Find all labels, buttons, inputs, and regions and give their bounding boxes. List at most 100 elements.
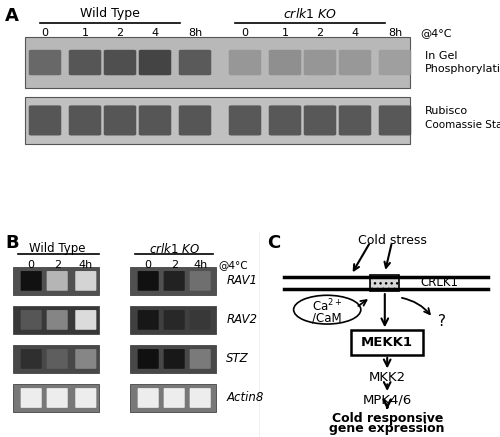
FancyBboxPatch shape <box>139 105 171 135</box>
Text: MKK2: MKK2 <box>368 371 406 384</box>
Text: Wild Type: Wild Type <box>80 7 140 20</box>
FancyBboxPatch shape <box>20 271 42 291</box>
Text: /CaM: /CaM <box>312 312 342 324</box>
FancyBboxPatch shape <box>138 349 158 369</box>
FancyBboxPatch shape <box>269 105 301 135</box>
Text: B: B <box>5 234 19 252</box>
Text: 2: 2 <box>116 28 123 38</box>
FancyBboxPatch shape <box>229 105 261 135</box>
FancyBboxPatch shape <box>20 349 42 369</box>
Text: A: A <box>5 7 19 25</box>
FancyBboxPatch shape <box>69 50 101 75</box>
Bar <box>25 97 410 144</box>
Text: In Gel: In Gel <box>425 51 458 61</box>
FancyBboxPatch shape <box>104 105 136 135</box>
FancyBboxPatch shape <box>164 349 184 369</box>
Text: 4h: 4h <box>193 260 208 271</box>
Text: $\it{crlk1}$ $\it{KO}$: $\it{crlk1}$ $\it{KO}$ <box>283 7 337 21</box>
Text: 0: 0 <box>42 28 48 38</box>
Bar <box>130 305 216 334</box>
Text: 4h: 4h <box>78 260 93 271</box>
Text: STZ: STZ <box>226 353 249 365</box>
FancyBboxPatch shape <box>138 271 158 291</box>
FancyBboxPatch shape <box>104 50 136 75</box>
FancyBboxPatch shape <box>69 105 101 135</box>
Text: Rubisco: Rubisco <box>425 106 468 116</box>
Text: 4: 4 <box>352 28 358 38</box>
FancyBboxPatch shape <box>46 271 68 291</box>
FancyBboxPatch shape <box>190 349 210 369</box>
FancyBboxPatch shape <box>20 310 42 330</box>
Text: Wild Type: Wild Type <box>29 242 86 255</box>
FancyBboxPatch shape <box>138 388 158 408</box>
Bar <box>130 344 216 373</box>
FancyBboxPatch shape <box>76 310 96 330</box>
Text: Cold stress: Cold stress <box>358 234 426 246</box>
Text: 1: 1 <box>282 28 288 38</box>
FancyBboxPatch shape <box>339 50 371 75</box>
Text: CRLK1: CRLK1 <box>421 277 459 289</box>
Bar <box>351 330 423 355</box>
Text: $\it{crlk1}$ $\it{KO}$: $\it{crlk1}$ $\it{KO}$ <box>148 242 200 256</box>
Text: C: C <box>267 234 280 252</box>
FancyBboxPatch shape <box>179 50 211 75</box>
Text: 2: 2 <box>316 28 324 38</box>
Text: @4°C: @4°C <box>218 260 248 271</box>
Text: MEKK1: MEKK1 <box>361 336 413 349</box>
FancyBboxPatch shape <box>76 388 96 408</box>
FancyBboxPatch shape <box>164 271 184 291</box>
Text: 2: 2 <box>54 260 61 271</box>
Text: 0: 0 <box>144 260 152 271</box>
FancyBboxPatch shape <box>164 388 184 408</box>
Text: 1: 1 <box>82 28 88 38</box>
FancyBboxPatch shape <box>139 50 171 75</box>
FancyBboxPatch shape <box>379 50 411 75</box>
Text: Phosphorylation: Phosphorylation <box>425 65 500 74</box>
FancyBboxPatch shape <box>76 349 96 369</box>
Text: RAV1: RAV1 <box>226 274 257 288</box>
FancyBboxPatch shape <box>29 50 61 75</box>
Bar <box>130 267 216 295</box>
Bar <box>13 305 99 334</box>
FancyBboxPatch shape <box>229 50 261 75</box>
FancyBboxPatch shape <box>190 310 210 330</box>
Bar <box>13 384 99 413</box>
Bar <box>13 344 99 373</box>
FancyBboxPatch shape <box>339 105 371 135</box>
Text: Cold responsive: Cold responsive <box>332 412 443 425</box>
FancyBboxPatch shape <box>138 310 158 330</box>
FancyBboxPatch shape <box>190 388 210 408</box>
Text: Ca$^{2+}$: Ca$^{2+}$ <box>312 297 342 314</box>
Text: gene expression: gene expression <box>330 422 445 435</box>
Bar <box>13 267 99 295</box>
FancyBboxPatch shape <box>190 271 210 291</box>
Ellipse shape <box>294 295 361 324</box>
Text: 8h: 8h <box>188 28 202 38</box>
Text: Coomassie Staining: Coomassie Staining <box>425 120 500 130</box>
Bar <box>370 275 399 291</box>
FancyBboxPatch shape <box>46 388 68 408</box>
FancyBboxPatch shape <box>76 271 96 291</box>
Text: 2: 2 <box>170 260 178 271</box>
FancyBboxPatch shape <box>269 50 301 75</box>
Text: Actin8: Actin8 <box>226 392 264 405</box>
Text: @4°C: @4°C <box>420 28 452 38</box>
FancyBboxPatch shape <box>179 105 211 135</box>
FancyBboxPatch shape <box>20 388 42 408</box>
Text: 4: 4 <box>152 28 158 38</box>
FancyBboxPatch shape <box>304 50 336 75</box>
Text: 0: 0 <box>242 28 248 38</box>
Bar <box>130 384 216 413</box>
FancyBboxPatch shape <box>46 310 68 330</box>
Text: MPK4/6: MPK4/6 <box>362 394 412 406</box>
Text: RAV2: RAV2 <box>226 313 257 326</box>
Text: ?: ? <box>438 315 446 329</box>
FancyBboxPatch shape <box>29 105 61 135</box>
FancyBboxPatch shape <box>304 105 336 135</box>
FancyBboxPatch shape <box>46 349 68 369</box>
Text: 0: 0 <box>28 260 34 271</box>
FancyBboxPatch shape <box>164 310 184 330</box>
FancyBboxPatch shape <box>379 105 411 135</box>
Text: 8h: 8h <box>388 28 402 38</box>
Bar <box>25 37 410 88</box>
